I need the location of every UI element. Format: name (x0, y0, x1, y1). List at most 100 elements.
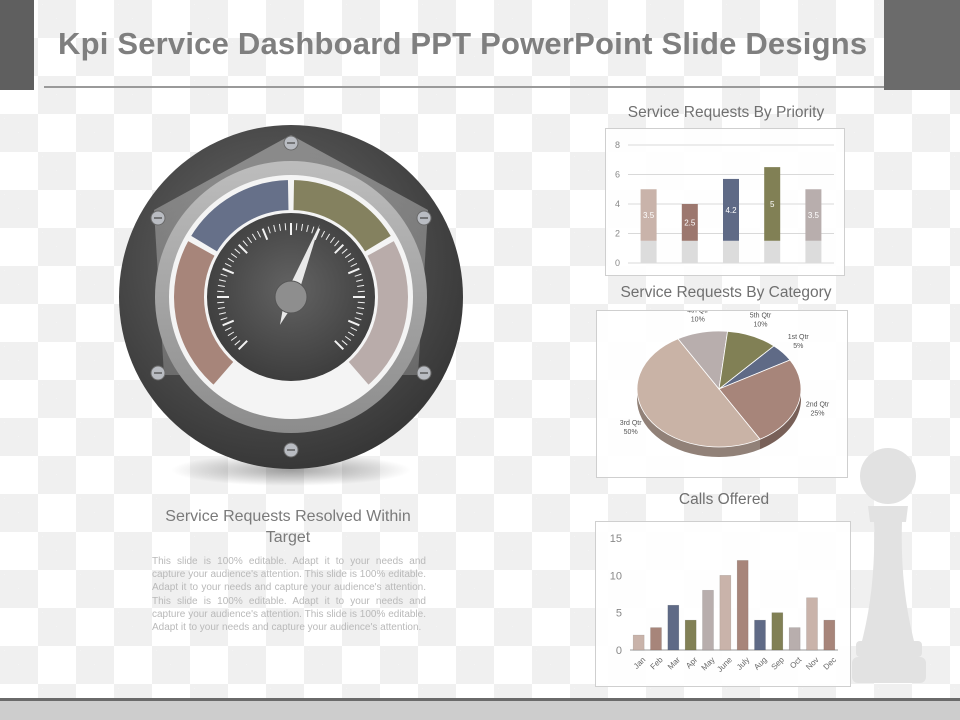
gauge-tick (220, 317, 228, 321)
slide-title: Kpi Service Dashboard PPT PowerPoint Sli… (58, 26, 868, 61)
bar (823, 619, 836, 651)
gauge-ticks (217, 223, 365, 351)
data-label: 4.2 (725, 206, 737, 215)
pie-slice-side (760, 389, 801, 450)
priority-chart-title: Service Requests By Priority (627, 104, 825, 121)
gauge-tick (356, 279, 364, 282)
chess-pawn-watermark (852, 448, 926, 683)
gauge-segments (172, 178, 410, 388)
bar (640, 189, 657, 241)
category-chart-title: Service Requests By Category (620, 284, 832, 301)
gauge-tick (320, 230, 326, 238)
bar (681, 204, 698, 241)
pie-value-label: 10% (691, 317, 705, 324)
data-label: 5 (770, 200, 775, 209)
gauge-tick (220, 273, 228, 277)
gauge-description: This slide is 100% editable. Adapt it to… (152, 556, 426, 634)
gauge-tick (234, 248, 241, 254)
bar (764, 167, 781, 241)
gauge-tick (334, 340, 345, 351)
gauge-tick (234, 340, 241, 346)
gauge-tick (354, 273, 362, 277)
y-tick-label: 2 (615, 229, 620, 239)
gauge-tick (334, 243, 345, 254)
gauge-tick (357, 306, 365, 310)
x-tick-label: Nov (804, 655, 820, 671)
bar-base (723, 240, 739, 263)
bar (736, 560, 749, 651)
bar (650, 627, 662, 651)
gauge-tick (334, 240, 340, 247)
gauge-caption: Service Requests Resolved Within Target (165, 508, 411, 546)
bar-base (681, 240, 698, 263)
x-tick-label: Apr (684, 655, 699, 670)
pie-slice-side (637, 389, 760, 457)
gauge-tick (295, 223, 298, 231)
y-tick-label: 10 (610, 570, 622, 582)
bar (754, 619, 766, 651)
gauge-tick (273, 224, 276, 232)
gauge-tick (247, 236, 253, 244)
gauge-tick (222, 267, 235, 275)
pie-label: 3rd Qtr (620, 420, 642, 427)
bar-base (764, 240, 781, 263)
pie-value-label: 10% (753, 322, 767, 329)
gauge-tick (344, 253, 352, 259)
y-tick-label: 0 (616, 645, 622, 657)
pie-label: 1st Qtr (788, 334, 810, 341)
gauge-tick (224, 262, 232, 268)
gauge-tick (347, 319, 360, 327)
gauge-segment (188, 178, 291, 255)
gauge-tick (329, 236, 335, 244)
gauge-tick (347, 267, 360, 275)
gauge-segment (172, 238, 236, 388)
gauge-tick (284, 223, 287, 231)
gauge-tick (261, 228, 269, 241)
bar (632, 634, 645, 651)
y-tick-label: 5 (616, 608, 622, 620)
bar (723, 178, 739, 241)
gauge-tick (311, 226, 315, 234)
bar (702, 589, 714, 651)
gauge-tick (217, 284, 225, 288)
title-side-tab (0, 0, 34, 90)
priority-chart: 0 2 4 6 8 3.5 2.5 4.2 5 3.5 (605, 128, 845, 276)
gauge-tick (230, 253, 238, 259)
title-underline (44, 86, 884, 88)
data-label: 3.5 (808, 211, 820, 220)
gauge-tick (218, 279, 226, 282)
gauge-tick (227, 331, 235, 337)
gauge-tick (217, 301, 225, 304)
pie-slice (718, 359, 802, 440)
gauge-tick (242, 240, 248, 247)
x-tick-label: Oct (788, 655, 804, 671)
gauge-tick (222, 319, 235, 327)
gauge-tick (341, 340, 348, 346)
gauge-tick (341, 248, 348, 254)
gauge-tick (306, 224, 309, 232)
gauge-tick (256, 230, 262, 238)
gauge-tick (354, 317, 362, 321)
pie-value-label: 25% (811, 411, 825, 418)
gauge-tick (300, 223, 304, 231)
bar (771, 612, 784, 651)
x-tick-label: July (735, 655, 751, 671)
x-tick-label: Sep (770, 655, 787, 672)
pie-label: 4th Qtr (687, 311, 709, 315)
gauge-tick (325, 233, 331, 241)
gauge-hub (274, 280, 308, 314)
pie-slice (718, 330, 775, 390)
bar (805, 189, 822, 241)
y-tick-label: 4 (615, 199, 620, 209)
gauge-tick (350, 326, 358, 332)
gauge-tick (347, 257, 355, 263)
calls-chart: 0 5 10 15 Jan Feb Mar Apr May June July Aug Sep Oct No… (595, 521, 851, 687)
gauge-segment (346, 238, 410, 388)
gauge-tick (224, 326, 232, 332)
gauge-tick (347, 331, 355, 337)
gauge-tick (218, 312, 226, 315)
bar (788, 627, 801, 651)
pie-value-label: 50% (624, 429, 638, 436)
pie-value-label: 5% (793, 343, 803, 350)
y-tick-label: 15 (610, 533, 622, 545)
